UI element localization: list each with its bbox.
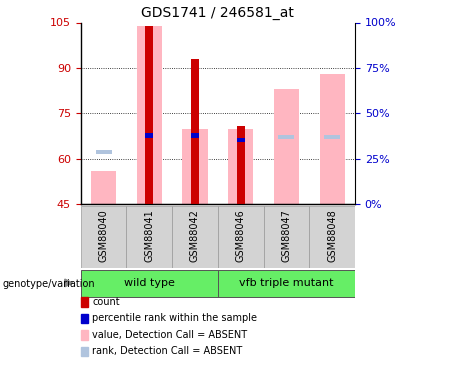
Bar xyxy=(91,171,116,204)
Bar xyxy=(236,138,245,142)
Bar xyxy=(145,133,154,138)
Bar xyxy=(95,150,112,154)
Bar xyxy=(126,206,172,268)
Title: GDS1741 / 246581_at: GDS1741 / 246581_at xyxy=(142,6,294,20)
Text: rank, Detection Call = ABSENT: rank, Detection Call = ABSENT xyxy=(92,346,242,356)
Bar xyxy=(172,206,218,268)
Bar xyxy=(264,206,309,268)
Bar xyxy=(136,26,162,204)
Bar xyxy=(228,129,253,204)
Text: GSM88040: GSM88040 xyxy=(99,209,108,262)
Bar xyxy=(324,135,340,139)
Text: GSM88048: GSM88048 xyxy=(327,209,337,262)
Bar xyxy=(319,74,345,204)
Text: GSM88041: GSM88041 xyxy=(144,209,154,262)
Bar xyxy=(236,126,245,204)
Bar xyxy=(81,270,218,297)
Text: GSM88042: GSM88042 xyxy=(190,209,200,262)
Bar xyxy=(191,59,199,204)
Bar xyxy=(274,89,299,204)
Bar xyxy=(309,206,355,268)
Bar xyxy=(278,135,295,139)
Text: wild type: wild type xyxy=(124,278,175,288)
Text: count: count xyxy=(92,297,120,307)
Text: genotype/variation: genotype/variation xyxy=(2,279,95,289)
Bar xyxy=(218,206,264,268)
Bar xyxy=(81,206,126,268)
Text: percentile rank within the sample: percentile rank within the sample xyxy=(92,314,257,323)
Bar xyxy=(145,26,154,204)
Bar xyxy=(183,129,207,204)
Bar xyxy=(218,270,355,297)
Text: value, Detection Call = ABSENT: value, Detection Call = ABSENT xyxy=(92,330,247,340)
Text: GSM88047: GSM88047 xyxy=(281,209,291,262)
Bar xyxy=(191,133,199,138)
Text: vfb triple mutant: vfb triple mutant xyxy=(239,278,334,288)
Text: GSM88046: GSM88046 xyxy=(236,209,246,262)
